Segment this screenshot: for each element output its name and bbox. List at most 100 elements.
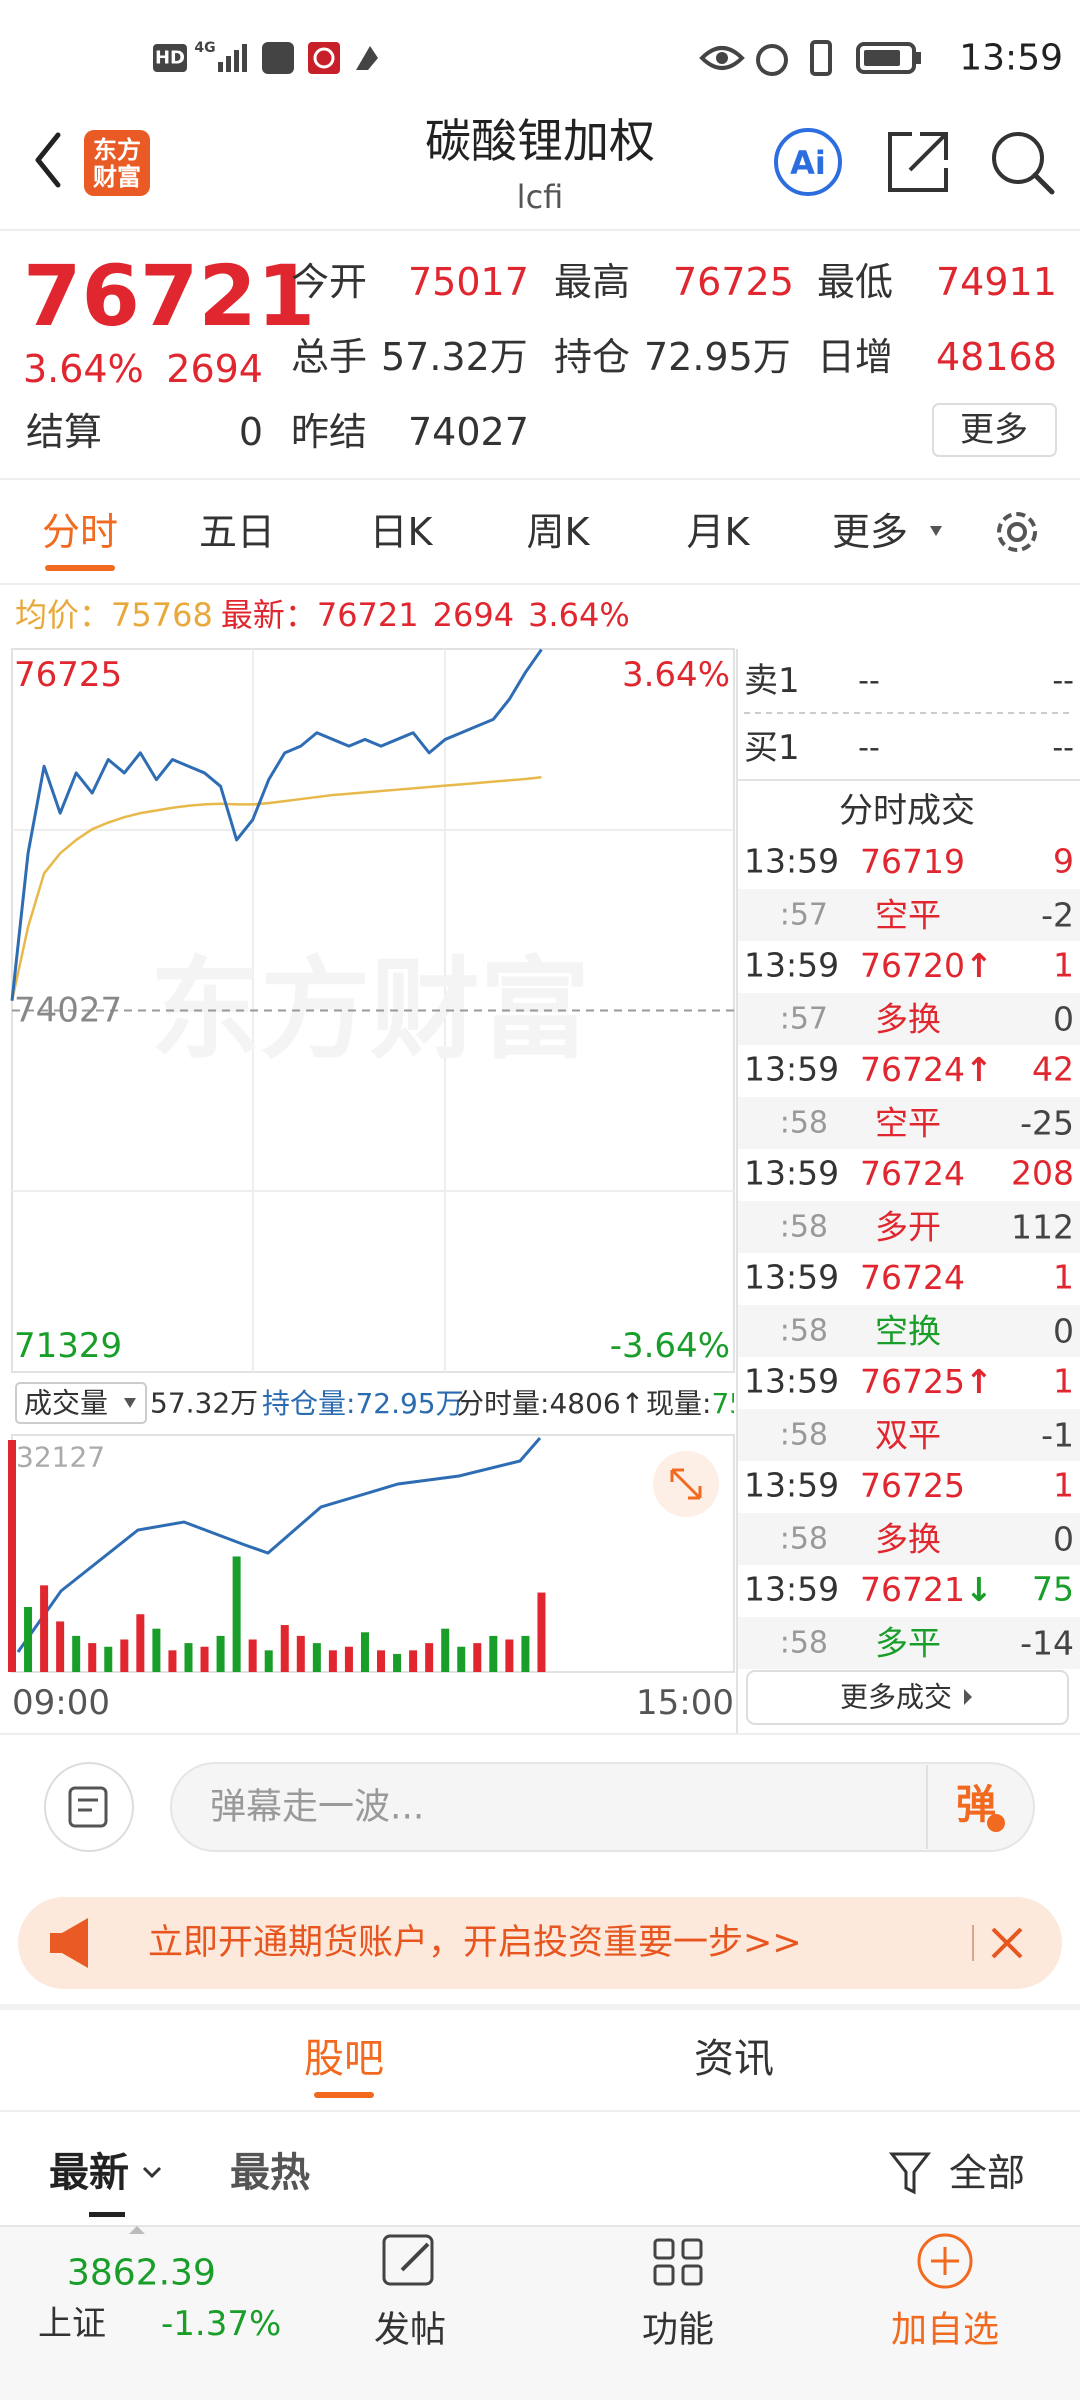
trade-volume: 1 xyxy=(1053,1362,1074,1401)
network-text: 4G xyxy=(194,40,215,56)
volume-bar xyxy=(104,1646,113,1672)
trade-arrow: ↑ xyxy=(965,946,993,985)
trade-volume: 208 xyxy=(1011,1154,1074,1193)
trade-change: 0 xyxy=(1053,1000,1074,1039)
volume-selector[interactable] xyxy=(15,1382,147,1424)
avg-label: 均价： xyxy=(15,596,111,634)
change: 2694 xyxy=(433,596,514,634)
app-icon xyxy=(313,47,335,69)
period-tab[interactable]: 分时 xyxy=(42,510,118,554)
battery-icon xyxy=(856,42,916,74)
post-icon xyxy=(382,2234,434,2286)
banner-close[interactable] xyxy=(991,1927,1023,1959)
selector-text: 成交量 xyxy=(24,1387,108,1420)
y-tick-label: 74027 xyxy=(14,991,122,1031)
trades: 13:59 76719 9:57 空平 -213:59 76720↑ 1:57 多换 013:5… xyxy=(738,842,1080,1669)
trade-price-value: 76721 xyxy=(860,1570,965,1609)
more-button[interactable] xyxy=(932,403,1057,457)
search-button[interactable] xyxy=(992,132,1044,184)
divider xyxy=(0,478,1080,480)
trade-price: 76725↑ xyxy=(860,1362,993,1401)
add-watch-icon xyxy=(917,2233,973,2289)
volume-header: 成交量 57.32万 持仓量:72.95万 分时量:4806↑ 现量:75 xyxy=(15,1382,747,1424)
volume-bar xyxy=(200,1646,209,1672)
more-trades-text: 更多成交 xyxy=(840,1681,952,1714)
filter-all[interactable]: 全部 xyxy=(949,2151,1025,2195)
trades-title: 分时成交 xyxy=(839,791,975,831)
trade-change: -25 xyxy=(1020,1104,1074,1143)
clock: 13:59 xyxy=(959,38,1063,79)
send-badge xyxy=(987,1814,1005,1832)
period-tab[interactable]: 月K xyxy=(687,510,751,554)
last-value: 76721 xyxy=(317,596,419,634)
last-price: 76721 xyxy=(23,247,315,345)
volume-bar xyxy=(441,1628,450,1672)
volume-bar xyxy=(120,1639,129,1672)
code: lcfi xyxy=(517,178,564,216)
trade-change: 0 xyxy=(1053,1520,1074,1559)
volume-bar xyxy=(8,1440,16,1672)
trade-price-value: 76720 xyxy=(860,946,965,985)
megaphone-icon xyxy=(50,1918,88,1968)
trade-type: 双平 xyxy=(875,1416,941,1455)
book-volume: -- xyxy=(1052,731,1074,766)
add-watch-icon xyxy=(931,2247,959,2275)
volume-bar xyxy=(521,1635,530,1672)
volume-bar xyxy=(505,1639,514,1672)
volume-bar xyxy=(248,1639,257,1672)
nav-item[interactable]: 发帖 xyxy=(374,2310,446,2351)
period-tab[interactable]: 五日 xyxy=(199,510,275,554)
trade-change: -14 xyxy=(1020,1624,1074,1663)
trade-sub-time: :58 xyxy=(780,1522,828,1557)
back-button[interactable] xyxy=(35,132,61,188)
trade-type: 空平 xyxy=(875,1104,941,1143)
period-tab[interactable]: 更多 xyxy=(832,510,908,554)
trade-volume: 1 xyxy=(1053,1258,1074,1297)
period-tab[interactable]: 周K xyxy=(527,510,591,554)
trade-sub-time: :57 xyxy=(780,1002,828,1037)
more-trades-button[interactable] xyxy=(746,1670,1069,1725)
bottom-nav xyxy=(0,2226,1080,2400)
trade-volume: 1 xyxy=(1053,1466,1074,1505)
comment-input[interactable] xyxy=(170,1762,1035,1852)
divider xyxy=(737,779,1080,781)
share-button[interactable] xyxy=(888,132,948,192)
content-tab[interactable]: 股吧 xyxy=(304,2036,384,2082)
nav-item[interactable]: 加自选 xyxy=(891,2310,999,2351)
volume-bar xyxy=(377,1650,386,1672)
index-change: -1.37% xyxy=(161,2304,281,2344)
trade-time: 13:59 xyxy=(744,842,839,881)
settings-button[interactable] xyxy=(997,512,1037,552)
intraday-summary: 均价：75768 最新：76721 2694 3.64% xyxy=(15,596,630,634)
filter-latest[interactable]: 最新 xyxy=(49,2150,129,2196)
tab-underline xyxy=(314,2092,374,2098)
field-value: 74027 xyxy=(408,410,529,454)
trade-change: -2 xyxy=(1041,896,1074,935)
field-label: 总手 xyxy=(291,335,367,379)
volume-bar xyxy=(360,1632,369,1672)
promo-banner[interactable] xyxy=(18,1897,1062,1989)
trade-volume: 1 xyxy=(1053,946,1074,985)
oi-value: 72.95万 xyxy=(355,1387,463,1420)
trade-volume: 9 xyxy=(1053,842,1074,881)
book-volume: -- xyxy=(1052,664,1074,699)
danmaku-settings[interactable] xyxy=(44,1762,134,1852)
period-tab[interactable]: 日K xyxy=(370,510,434,554)
field-label: 今开 xyxy=(291,260,367,304)
trade-price-value: 76724 xyxy=(860,1050,965,1089)
field-label: 昨结 xyxy=(291,410,367,454)
nav-item[interactable]: 功能 xyxy=(642,2310,714,2351)
more-text: 更多 xyxy=(960,410,1028,450)
eye-icon xyxy=(716,52,728,64)
current-volume: 现量:75 xyxy=(646,1387,747,1420)
trade-sub-time: :58 xyxy=(780,1418,828,1453)
trade-sub-time: :58 xyxy=(780,1210,828,1245)
filter-icon xyxy=(888,2152,932,2195)
settings-icon xyxy=(1007,522,1027,542)
content-tab[interactable]: 资讯 xyxy=(694,2036,774,2082)
volume-bar xyxy=(232,1556,241,1672)
trade-type: 多开 xyxy=(875,1208,941,1247)
trade-price-value: 76719 xyxy=(860,842,965,881)
ai-button[interactable] xyxy=(774,128,842,196)
filter-hot[interactable]: 最热 xyxy=(230,2150,310,2196)
